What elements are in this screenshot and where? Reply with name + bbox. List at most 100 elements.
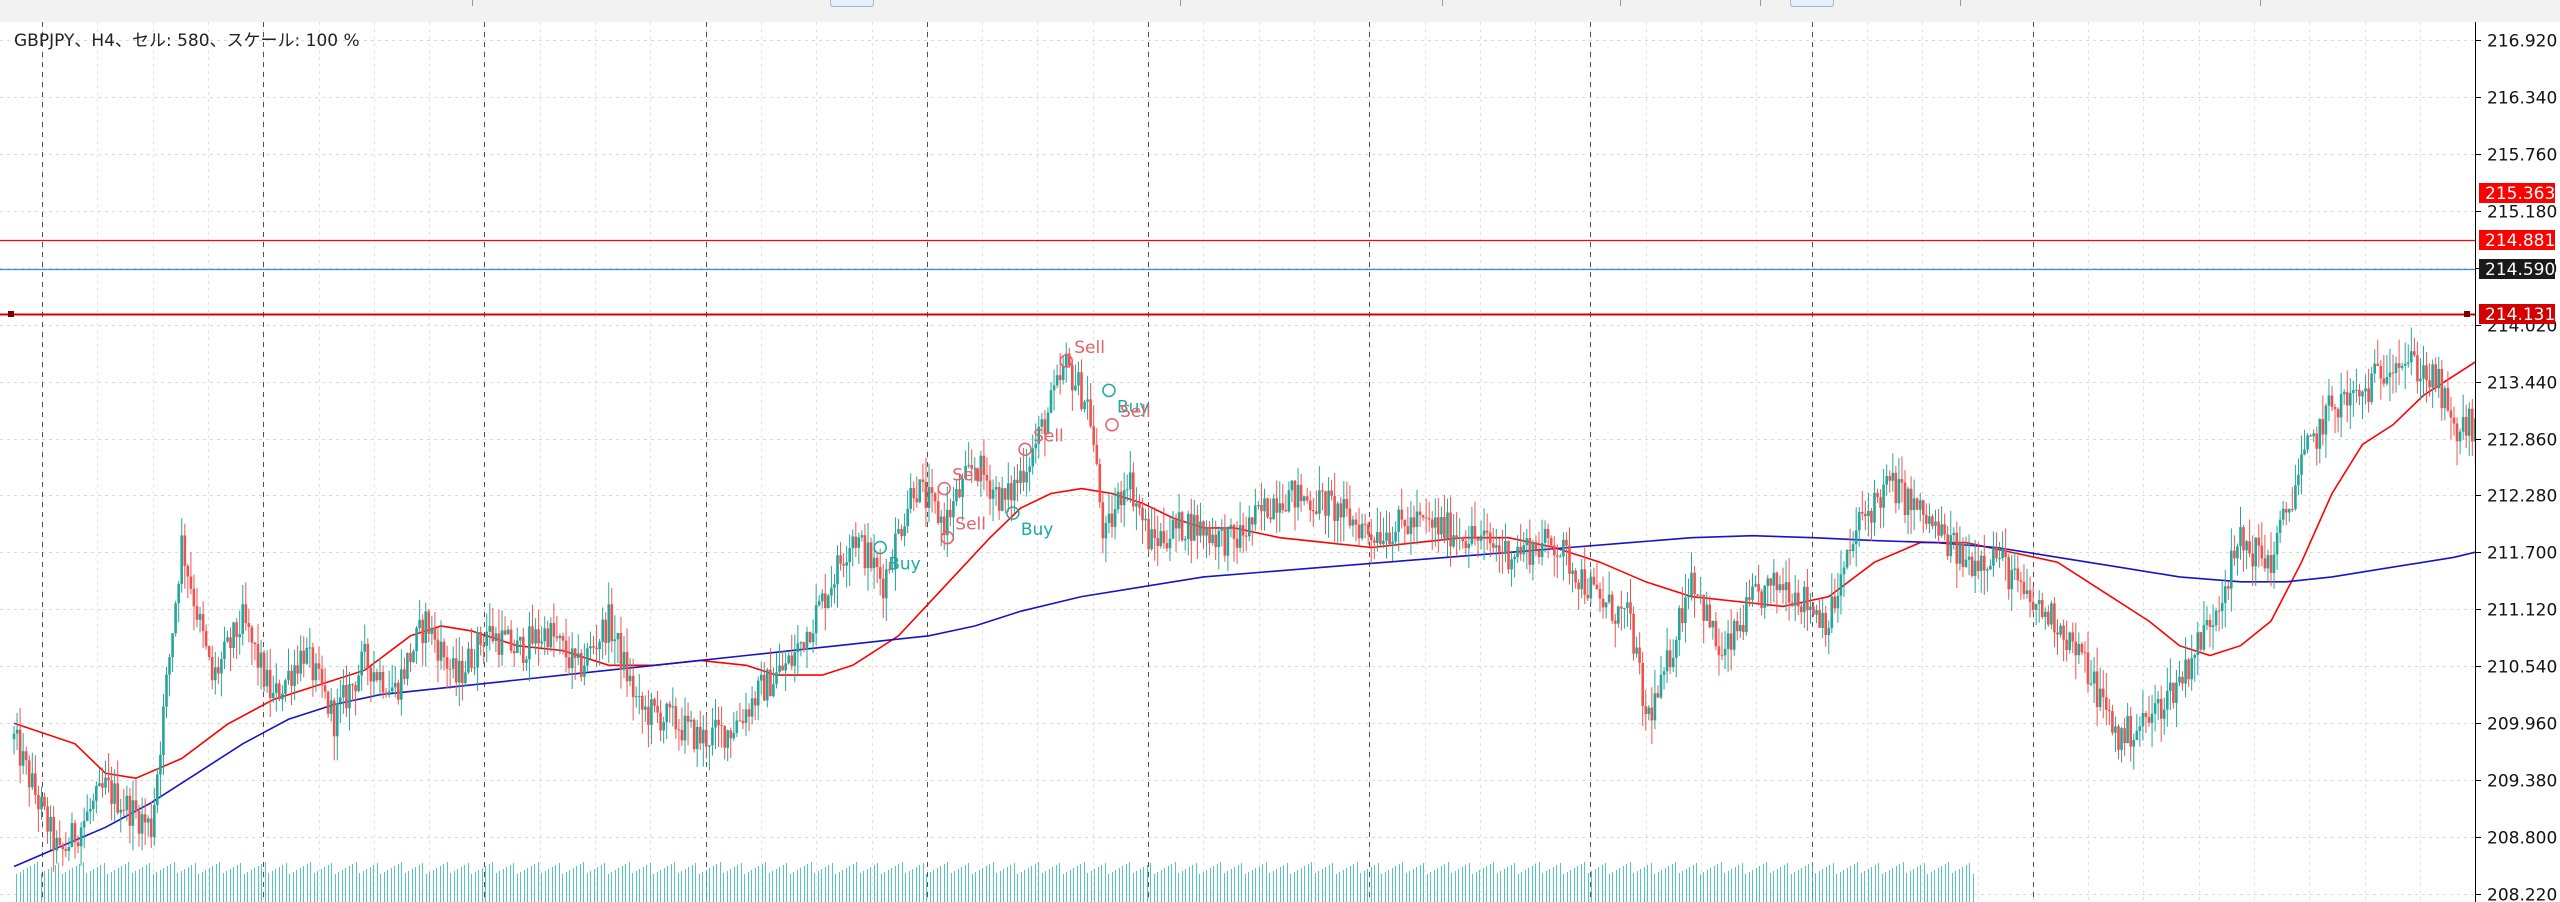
candle-body: [67, 847, 71, 851]
candle-body: [104, 777, 107, 788]
toolbar-separator: [472, 0, 473, 6]
candle-body: [509, 629, 513, 651]
candle-body: [1900, 479, 1904, 483]
candle-body: [766, 669, 769, 701]
candle-body: [817, 601, 821, 606]
candle-body: [1003, 488, 1007, 500]
candle-body: [833, 584, 836, 588]
candle-body: [1894, 472, 1898, 504]
candle-body: [1275, 498, 1278, 513]
candle-body: [1583, 569, 1587, 595]
candle-body: [1019, 470, 1022, 483]
toolbar-button-partial[interactable]: [830, 0, 874, 7]
candle-body: [1720, 655, 1724, 657]
candle-body: [1961, 542, 1965, 568]
candle-body: [357, 675, 360, 692]
candle-body: [1671, 657, 1675, 668]
candle-body: [403, 669, 406, 679]
candle-body: [708, 745, 711, 747]
candle-body: [2272, 554, 2276, 573]
candle-body: [842, 563, 845, 566]
candle-body: [326, 691, 330, 714]
candle-body: [2141, 713, 2145, 727]
candle-body: [607, 604, 611, 643]
candle-body: [772, 684, 775, 697]
candle-body: [70, 823, 74, 847]
candle-body: [1556, 555, 1559, 557]
candle-body: [744, 709, 748, 723]
candle-body: [1903, 482, 1907, 515]
candle-body: [882, 578, 885, 599]
candle-body: [2291, 509, 2294, 510]
candle-body: [1571, 570, 1574, 574]
candle-body: [552, 623, 556, 637]
candle-body: [1119, 491, 1123, 506]
candle-body: [1363, 523, 1367, 525]
candle-body: [930, 487, 934, 494]
candle-body: [1235, 538, 1239, 548]
candle-body: [1485, 530, 1489, 533]
candle-body: [159, 754, 162, 775]
toolbar-button-partial[interactable]: [1790, 0, 1834, 7]
candle-body: [2077, 644, 2081, 656]
price-level-tags: 215.363 214.881 214.590 214.131: [2479, 183, 2555, 325]
candle-body: [2352, 390, 2355, 394]
candle-body: [214, 667, 217, 681]
candle-body: [1684, 597, 1687, 623]
candle-body: [1269, 517, 1272, 520]
candle-body: [2379, 366, 2383, 379]
candle-body: [2175, 682, 2178, 703]
candle-body: [345, 685, 348, 709]
candle-body: [519, 636, 522, 641]
price-tag-label: 214.590: [2485, 260, 2555, 280]
candle-body: [1806, 586, 1809, 611]
candle-body: [1220, 527, 1224, 531]
candle-body: [400, 669, 403, 700]
candle-body: [695, 726, 699, 750]
candle-body: [1342, 499, 1346, 518]
candle-body: [116, 783, 119, 813]
candle-body: [2214, 610, 2218, 626]
candle-body: [296, 665, 299, 674]
candle-body: [1626, 602, 1629, 608]
price-tag-bg: [2479, 304, 2555, 324]
candle-body: [2147, 717, 2151, 723]
candle-body: [2422, 365, 2425, 379]
candle-body: [2266, 555, 2270, 569]
candle-body: [73, 823, 77, 843]
candle-body: [1339, 503, 1343, 518]
candle-body: [976, 468, 980, 482]
candle-body: [564, 640, 568, 658]
candle-body: [2120, 728, 2123, 750]
candle-body: [2333, 407, 2337, 410]
candle-body: [488, 626, 492, 632]
toolbar-separator: [1960, 0, 1961, 6]
candle-body: [949, 509, 952, 518]
candle-body: [387, 691, 391, 695]
plot-background: [0, 22, 2475, 902]
price-tag-bg: [2479, 259, 2555, 279]
candle-body: [821, 593, 824, 602]
candle-body: [1854, 530, 1858, 545]
candle-body: [2428, 380, 2431, 388]
candle-body: [1461, 537, 1465, 541]
candle-body: [592, 646, 595, 648]
candle-body: [262, 652, 266, 687]
candle-body: [2190, 658, 2193, 680]
candle-body: [537, 629, 540, 644]
moving-average-line: [13, 286, 2560, 780]
candle-body: [885, 569, 888, 599]
candle-body: [2184, 659, 2187, 684]
candle-body: [2288, 509, 2291, 513]
price-chart[interactable]: BuySellSellBuySellSellBuySellBuySell 216…: [0, 22, 2560, 902]
candle-body: [2318, 419, 2322, 449]
candle-body: [2281, 508, 2285, 520]
candle-body: [1467, 543, 1471, 549]
candle-body: [1668, 650, 1672, 668]
candle-body: [647, 706, 650, 725]
candle-body: [183, 535, 187, 566]
candle-body: [760, 674, 763, 681]
candle-body: [76, 842, 80, 847]
candle-body: [290, 670, 293, 686]
candle-body: [156, 774, 159, 805]
